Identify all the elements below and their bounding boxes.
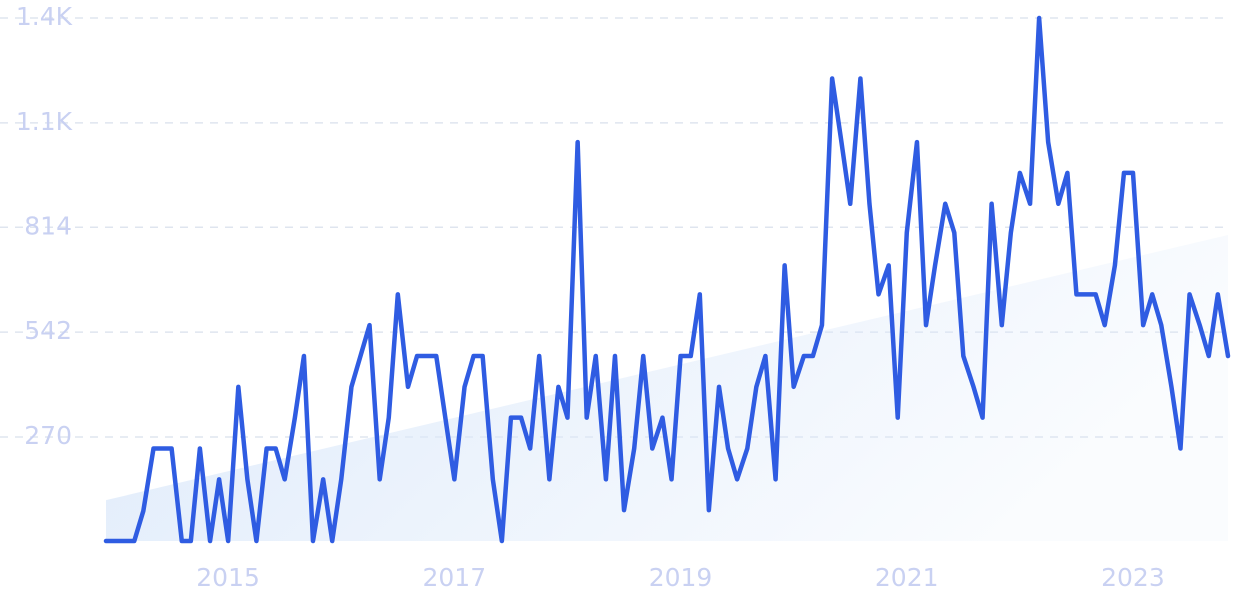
x-tick-label: 2023 bbox=[1101, 563, 1165, 592]
data-line bbox=[103, 15, 1231, 544]
x-tick-label: 2021 bbox=[875, 563, 939, 592]
x-tick-label: 2019 bbox=[649, 563, 713, 592]
x-tick-label: 2017 bbox=[423, 563, 487, 592]
y-tick-label: 1.4K bbox=[16, 2, 73, 31]
x-tick-label: 2015 bbox=[196, 563, 260, 592]
trend-area bbox=[106, 234, 1228, 541]
y-tick-label: 542 bbox=[24, 316, 72, 345]
y-tick-label: 270 bbox=[24, 421, 72, 450]
y-tick-label: 1.1K bbox=[16, 107, 73, 136]
y-tick-label: 814 bbox=[24, 211, 72, 240]
